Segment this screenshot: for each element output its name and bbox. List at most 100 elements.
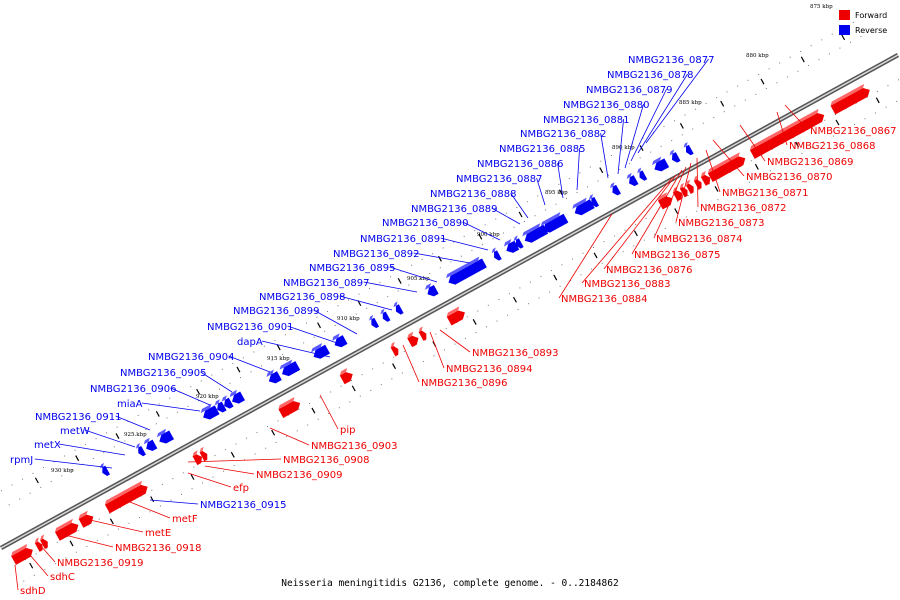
gene-label-nmbg2136-0891[interactable]: NMBG2136_0891 <box>360 234 446 245</box>
gene-label-miaa[interactable]: miaA <box>117 399 143 410</box>
gene-label-nmbg2136-0886[interactable]: NMBG2136_0886 <box>477 159 563 170</box>
forward-gene-12[interactable] <box>417 326 429 341</box>
gene-label-efp[interactable]: efp <box>233 483 249 494</box>
gene-label-nmbg2136-0872[interactable]: NMBG2136_0872 <box>700 203 786 214</box>
forward-gene-16[interactable] <box>277 396 303 418</box>
reverse-gene-26[interactable] <box>220 395 234 410</box>
gene-label-metw[interactable]: metW <box>60 426 90 437</box>
reverse-gene-31[interactable] <box>99 462 111 477</box>
gene-label-nmbg2136-0879[interactable]: NMBG2136_0879 <box>586 85 672 96</box>
gene-label-nmbg2136-0890[interactable]: NMBG2136_0890 <box>382 218 468 229</box>
gene-label-nmbg2136-0882[interactable]: NMBG2136_0882 <box>520 129 606 140</box>
gene-label-nmbg2136-0880[interactable]: NMBG2136_0880 <box>563 100 649 111</box>
reverse-gene-7[interactable] <box>571 197 595 218</box>
gene-label-dapa[interactable]: dapA <box>237 337 263 348</box>
gene-label-nmbg2136-0915[interactable]: NMBG2136_0915 <box>200 500 286 511</box>
forward-gene-15[interactable] <box>338 367 355 385</box>
forward-gene-21[interactable] <box>77 510 96 528</box>
reverse-gene-29[interactable] <box>142 437 158 453</box>
gene-label-nmbg2136-0884[interactable]: NMBG2136_0884 <box>561 294 647 305</box>
forward-gene-25[interactable] <box>10 543 36 565</box>
forward-gene-24[interactable] <box>39 534 51 549</box>
reverse-gene-18[interactable] <box>368 314 380 329</box>
gene-label-nmbg2136-0878[interactable]: NMBG2136_0878 <box>607 70 693 81</box>
gene-label-nmbg2136-0894[interactable]: NMBG2136_0894 <box>446 364 532 375</box>
gene-label-metx[interactable]: metX <box>34 440 61 451</box>
reverse-gene-16[interactable] <box>424 282 439 298</box>
gene-label-nmbg2136-0905[interactable]: NMBG2136_0905 <box>120 368 206 379</box>
reverse-gene-1[interactable] <box>609 182 621 197</box>
gene-label-nmbg2136-0874[interactable]: NMBG2136_0874 <box>656 234 742 245</box>
reverse-gene-17[interactable] <box>392 301 404 315</box>
reverse-gene-25[interactable] <box>213 399 227 414</box>
reverse-gene-22[interactable] <box>265 369 282 386</box>
gene-label-mete[interactable]: metE <box>145 528 171 539</box>
gene-label-nmbg2136-0870[interactable]: NMBG2136_0870 <box>746 172 832 183</box>
forward-gene-14[interactable] <box>389 341 401 357</box>
gene-label-rpmj[interactable]: rpmJ <box>10 455 33 466</box>
forward-gene-20[interactable] <box>103 486 139 514</box>
reverse-gene-28[interactable] <box>134 443 146 457</box>
forward-gene-17[interactable] <box>191 450 204 466</box>
gene-label-nmbg2136-0903[interactable]: NMBG2136_0903 <box>311 441 397 452</box>
reverse-gene-8[interactable] <box>588 194 600 208</box>
gene-label-nmbg2136-0889[interactable]: NMBG2136_0889 <box>411 204 497 215</box>
gene-label-nmbg2136-0875[interactable]: NMBG2136_0875 <box>634 250 720 261</box>
gene-label-nmbg2136-0876[interactable]: NMBG2136_0876 <box>606 265 692 276</box>
gene-label-sdhc[interactable]: sdhC <box>50 572 75 583</box>
reverse-gene-9[interactable] <box>521 222 549 245</box>
forward-gene-3[interactable] <box>748 114 816 159</box>
gene-label-nmbg2136-0869[interactable]: NMBG2136_0869 <box>767 157 853 168</box>
forward-gene-5[interactable] <box>685 179 697 194</box>
gene-label-sdhd[interactable]: sdhD <box>20 586 46 597</box>
forward-gene-22[interactable] <box>54 518 81 541</box>
forward-gene-18[interactable] <box>198 446 210 462</box>
forward-gene-13[interactable] <box>406 331 421 348</box>
reverse-gene-2[interactable] <box>625 172 639 188</box>
reverse-gene-4[interactable] <box>651 156 670 174</box>
gene-label-nmbg2136-0888[interactable]: NMBG2136_0888 <box>430 189 516 200</box>
gene-label-nmbg2136-0897[interactable]: NMBG2136_0897 <box>283 278 369 289</box>
reverse-gene-13[interactable] <box>512 235 524 250</box>
gene-label-nmbg2136-0901[interactable]: NMBG2136_0901 <box>207 322 293 333</box>
gene-label-nmbg2136-0899[interactable]: NMBG2136_0899 <box>233 306 319 317</box>
reverse-gene-21[interactable] <box>310 342 330 361</box>
reverse-gene-3[interactable] <box>636 167 648 182</box>
gene-label-nmbg2136-0895[interactable]: NMBG2136_0895 <box>309 263 395 274</box>
reverse-gene-10[interactable] <box>539 211 569 235</box>
reverse-gene-15[interactable] <box>445 256 486 287</box>
gene-label-nmbg2136-0885[interactable]: NMBG2136_0885 <box>499 144 585 155</box>
forward-gene-4[interactable] <box>706 151 747 182</box>
reverse-gene-27[interactable] <box>228 389 245 406</box>
gene-label-nmbg2136-0911[interactable]: NMBG2136_0911 <box>35 412 121 423</box>
gene-label-nmbg2136-0887[interactable]: NMBG2136_0887 <box>456 174 542 185</box>
reverse-gene-20[interactable] <box>331 332 348 349</box>
gene-label-nmbg2136-0918[interactable]: NMBG2136_0918 <box>115 543 201 554</box>
gene-label-nmbg2136-0906[interactable]: NMBG2136_0906 <box>90 384 176 395</box>
gene-label-nmbg2136-0909[interactable]: NMBG2136_0909 <box>256 470 342 481</box>
gene-label-nmbg2136-0904[interactable]: NMBG2136_0904 <box>148 352 234 363</box>
gene-label-nmbg2136-0893[interactable]: NMBG2136_0893 <box>472 348 558 359</box>
gene-label-nmbg2136-0867[interactable]: NMBG2136_0867 <box>810 126 896 137</box>
reverse-gene-24[interactable] <box>199 403 220 422</box>
forward-gene-2[interactable] <box>829 83 872 115</box>
gene-label-nmbg2136-0881[interactable]: NMBG2136_0881 <box>543 115 629 126</box>
reverse-gene-23[interactable] <box>278 358 301 378</box>
gene-label-nmbg2136-0908[interactable]: NMBG2136_0908 <box>283 455 369 466</box>
gene-label-nmbg2136-0871[interactable]: NMBG2136_0871 <box>722 188 808 199</box>
gene-label-nmbg2136-0898[interactable]: NMBG2136_0898 <box>259 292 345 303</box>
forward-gene-7[interactable] <box>699 170 712 186</box>
gene-label-metf[interactable]: metF <box>172 514 198 525</box>
gene-label-nmbg2136-0883[interactable]: NMBG2136_0883 <box>584 279 670 290</box>
gene-label-nmbg2136-0868[interactable]: NMBG2136_0868 <box>789 141 875 152</box>
gene-label-nmbg2136-0892[interactable]: NMBG2136_0892 <box>333 249 419 260</box>
reverse-gene-30[interactable] <box>155 428 174 446</box>
gene-label-nmbg2136-0919[interactable]: NMBG2136_0919 <box>57 558 143 569</box>
forward-gene-11[interactable] <box>445 305 467 326</box>
reverse-gene-19[interactable] <box>379 308 391 323</box>
reverse-gene-11[interactable] <box>490 247 502 262</box>
reverse-gene-6[interactable] <box>682 142 694 156</box>
forward-gene-23[interactable] <box>33 537 45 552</box>
gene-label-nmbg2136-0873[interactable]: NMBG2136_0873 <box>678 218 764 229</box>
reverse-gene-5[interactable] <box>668 149 681 164</box>
